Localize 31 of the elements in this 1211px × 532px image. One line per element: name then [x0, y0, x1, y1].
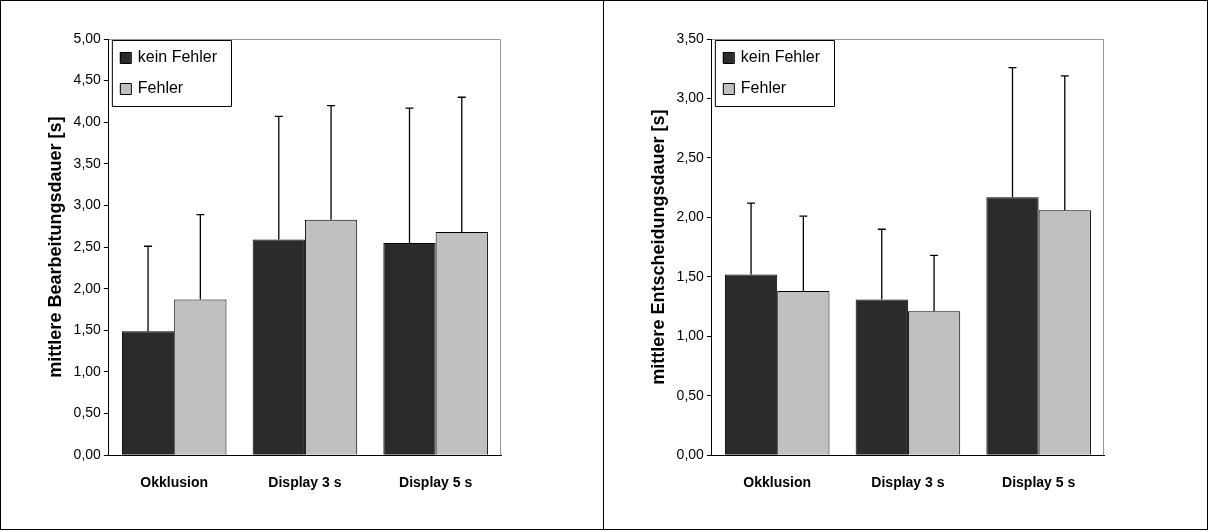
x-tick-label: Okklusion: [140, 474, 209, 491]
y-tick-label: 2,50: [73, 237, 102, 254]
y-tick-label: 0,00: [73, 446, 102, 463]
y-tick-label: 4,50: [73, 71, 102, 88]
y-tick-label: 1,00: [676, 327, 705, 344]
x-tick-label: Display 5 s: [1002, 474, 1076, 491]
y-tick-label: 3,00: [73, 196, 102, 213]
y-tick-label: 2,00: [73, 279, 102, 296]
y-tick-label: 0,00: [676, 446, 705, 463]
y-tick-label: 1,00: [73, 362, 102, 379]
x-tick-label: Display 3 s: [871, 474, 945, 491]
legend-label: kein Fehler: [137, 48, 218, 66]
y-tick-label: 0,50: [73, 404, 102, 421]
y-tick-label: 3,50: [676, 29, 705, 46]
y-tick-label: 2,50: [676, 148, 705, 165]
y-tick-label: 0,50: [676, 386, 705, 403]
y-tick-label: 4,00: [73, 113, 102, 130]
legend-label: Fehler: [740, 79, 787, 97]
y-tick-label: 2,00: [676, 208, 705, 225]
legend-label: Fehler: [137, 79, 184, 97]
legend-label: kein Fehler: [740, 48, 821, 66]
x-tick-label: Display 5 s: [399, 474, 473, 491]
y-tick-label: 3,50: [73, 154, 102, 171]
y-tick-label: 5,00: [73, 29, 102, 46]
y-axis-title: mittlere Bearbeitungsdauer [s]: [44, 116, 65, 378]
x-tick-label: Display 3 s: [268, 474, 342, 491]
y-tick-label: 3,00: [676, 89, 705, 106]
x-tick-label: Okklusion: [743, 474, 812, 491]
y-tick-label: 1,50: [73, 321, 102, 338]
y-axis-title: mittlere Entscheidungsdauer [s]: [647, 109, 668, 385]
y-tick-label: 1,50: [676, 267, 705, 284]
